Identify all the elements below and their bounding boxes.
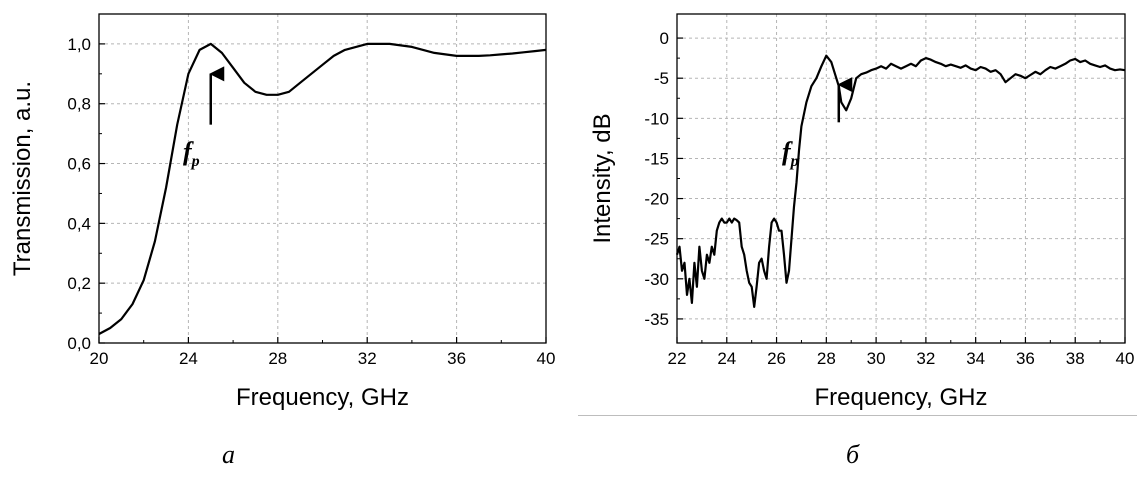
x-tick-label: 34 bbox=[966, 349, 985, 368]
x-tick-label: 26 bbox=[767, 349, 786, 368]
x-tick-label: 36 bbox=[447, 349, 466, 368]
x-tick-label: 24 bbox=[717, 349, 736, 368]
y-tick-label: 0,2 bbox=[67, 274, 91, 293]
x-tick-label: 32 bbox=[358, 349, 377, 368]
y-tick-label: -25 bbox=[644, 230, 669, 249]
plot-frame bbox=[98, 13, 547, 344]
y-tick-label: -20 bbox=[644, 190, 669, 209]
grid-lines bbox=[677, 14, 1125, 343]
y-tick-label: 0,4 bbox=[67, 214, 91, 233]
plot-frame bbox=[676, 13, 1126, 344]
x-tick-label: 30 bbox=[867, 349, 886, 368]
x-axis-label: Frequency, GHz bbox=[236, 384, 409, 411]
grid-lines bbox=[99, 14, 546, 343]
y-axis-label: Transmission, a.u. bbox=[9, 81, 36, 276]
annotation-fp-label: fp bbox=[183, 137, 200, 170]
y-tick-label: -15 bbox=[644, 149, 669, 168]
y-tick-label: 1,0 bbox=[67, 35, 91, 54]
y-tick-label: -30 bbox=[644, 270, 669, 289]
annotation-fp-label: fp bbox=[782, 137, 799, 170]
data-line bbox=[98, 42, 547, 335]
chart-panel-b: 22 24 26 28 30 32 34 36 38 40 -35 -30 -25 -20 -15 -10 -5… bbox=[589, 13, 1135, 411]
x-tick-label: 24 bbox=[179, 349, 198, 368]
x-tick-label: 20 bbox=[90, 349, 109, 368]
x-tick-label: 40 bbox=[537, 349, 556, 368]
x-tick-label: 36 bbox=[1016, 349, 1035, 368]
x-tick-label: 28 bbox=[817, 349, 836, 368]
y-axis-label: Intensity, dB bbox=[589, 113, 616, 243]
y-tick-label: 0 bbox=[660, 29, 669, 48]
y-tick-label: 0,8 bbox=[67, 95, 91, 114]
x-tick-label: 22 bbox=[668, 349, 687, 368]
panel-caption-a: a bbox=[222, 440, 235, 469]
x-axis-label: Frequency, GHz bbox=[815, 384, 988, 411]
y-tick-label: -35 bbox=[644, 310, 669, 329]
x-tick-label: 32 bbox=[916, 349, 935, 368]
x-tick-label: 38 bbox=[1066, 349, 1085, 368]
y-tick-label: 0,6 bbox=[67, 155, 91, 174]
chart-panel-a: 20 24 28 32 36 40 0,0 0,2 0,4 0,6 0,8 1,0 Frequency,… bbox=[9, 13, 556, 411]
x-tick-label: 28 bbox=[268, 349, 287, 368]
y-tick-label: 0,0 bbox=[67, 334, 91, 353]
y-tick-label: -10 bbox=[644, 109, 669, 128]
x-tick-label: 40 bbox=[1116, 349, 1135, 368]
y-tick-label: -5 bbox=[654, 69, 669, 88]
data-line bbox=[675, 54, 1126, 308]
divider-line bbox=[578, 415, 1137, 416]
panel-caption-b: б bbox=[846, 440, 860, 469]
